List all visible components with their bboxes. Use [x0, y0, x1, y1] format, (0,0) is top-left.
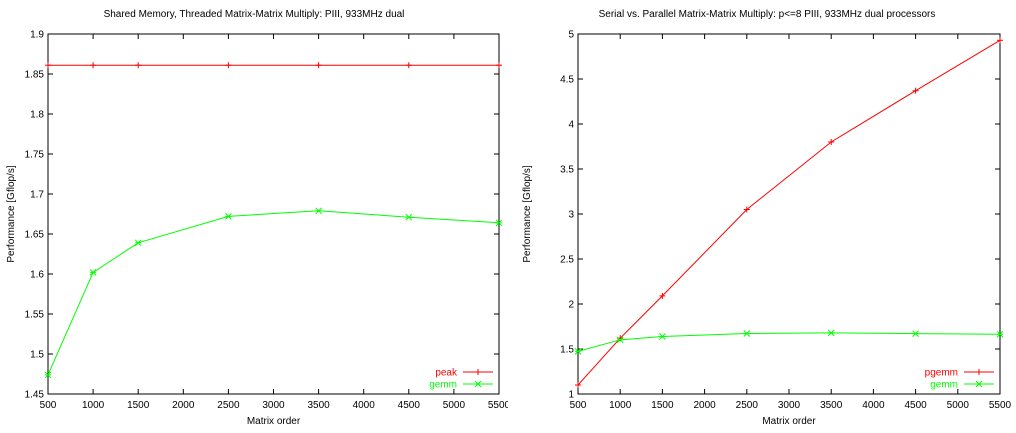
left-xtick-label: 500 — [40, 400, 57, 411]
right-legend-label-gemm: gemm — [930, 380, 958, 391]
left-xtick-label: 2500 — [217, 400, 240, 411]
right-xtick-label: 3000 — [778, 400, 801, 411]
right-point-gemm — [827, 329, 835, 337]
right-point-gemm — [616, 336, 624, 344]
left-ytick-label: 1.85 — [25, 70, 45, 81]
right-xaxis-label: Matrix order — [762, 416, 816, 427]
right-xtick-label: 5500 — [989, 400, 1012, 411]
right-point-pgemm — [659, 292, 666, 299]
chart-left-svg: Shared Memory, Threaded Matrix-Matrix Mu… — [6, 9, 511, 427]
left-xtick-label: 5000 — [443, 400, 466, 411]
left-xtick-label: 2000 — [172, 400, 195, 411]
left-point-gemm — [495, 219, 503, 227]
left-xtick-label: 3500 — [307, 400, 330, 411]
right-ytick-label: 1.5 — [560, 345, 574, 356]
left-series-line-gemm — [47, 210, 500, 376]
left-xtick-label: 1500 — [127, 400, 150, 411]
left-xtick-label: 3000 — [262, 400, 285, 411]
left-point-gemm — [405, 213, 413, 221]
right-xtick-label: 4500 — [904, 400, 927, 411]
left-point-peak — [45, 62, 51, 69]
left-point-gemm — [134, 239, 142, 247]
right-legend-label-pgemm: pgemm — [925, 368, 958, 379]
right-chart-title: Serial vs. Parallel Matrix-Matrix Multip… — [599, 9, 936, 20]
left-legend-marker-gemm — [474, 380, 482, 388]
left-point-peak — [496, 62, 502, 69]
right-ytick-label: 3 — [568, 210, 574, 221]
right-point-gemm — [743, 330, 751, 337]
left-ytick-label: 1.6 — [30, 270, 44, 281]
right-yaxis-label: Performance [Gflop/s] — [522, 165, 533, 262]
chart-right: Serial vs. Parallel Matrix-Matrix Multip… — [508, 0, 1016, 428]
right-ytick-label: 2 — [568, 300, 574, 311]
right-plot-frame — [577, 33, 1001, 395]
right-ytick-label: 2.5 — [560, 255, 574, 266]
left-legend-label-peak: peak — [435, 368, 458, 379]
left-point-peak — [315, 62, 322, 69]
right-point-pgemm — [828, 139, 835, 145]
left-xtick-label: 4000 — [353, 400, 376, 411]
right-point-pgemm — [912, 87, 919, 94]
right-ytick-label: 4.5 — [560, 75, 574, 86]
right-point-gemm — [574, 347, 582, 355]
left-point-peak — [405, 62, 412, 69]
left-ytick-label: 1.75 — [25, 150, 45, 161]
left-point-gemm — [225, 213, 232, 220]
right-ytick-label: 4 — [568, 120, 574, 131]
left-xtick-label: 1000 — [82, 400, 105, 411]
left-ytick-label: 1.9 — [30, 30, 44, 41]
right-ytick-label: 5 — [568, 30, 574, 41]
left-ytick-label: 1.45 — [25, 390, 45, 401]
left-xtick-label: 4500 — [398, 400, 421, 411]
left-xtick-label: 5500 — [488, 400, 508, 411]
left-point-peak — [90, 62, 97, 69]
left-point-gemm — [44, 371, 52, 379]
right-xtick-label: 1500 — [651, 400, 674, 411]
left-ytick-label: 1.65 — [25, 230, 45, 241]
left-ytick-label: 1.7 — [30, 190, 44, 201]
left-point-peak — [225, 62, 232, 69]
left-xaxis-label: Matrix order — [247, 416, 301, 427]
left-legend-label-gemm: gemm — [429, 380, 457, 391]
right-point-pgemm — [997, 37, 1003, 44]
right-point-gemm — [912, 330, 919, 337]
left-ytick-label: 1.8 — [30, 110, 44, 121]
right-point-gemm — [659, 333, 666, 340]
left-point-gemm — [315, 207, 322, 215]
chart-left: Shared Memory, Threaded Matrix-Matrix Mu… — [0, 0, 511, 428]
left-point-peak — [135, 62, 142, 69]
right-point-gemm — [996, 330, 1004, 338]
left-point-gemm — [89, 269, 97, 276]
left-yaxis-label: Performance [Gflop/s] — [6, 165, 17, 262]
right-xtick-label: 2500 — [736, 400, 759, 411]
right-point-pgemm — [743, 206, 750, 213]
right-series-line-gemm — [577, 332, 1001, 352]
right-xtick-label: 4000 — [862, 400, 885, 411]
right-xtick-label: 1000 — [609, 400, 632, 411]
right-xtick-label: 2000 — [693, 400, 716, 411]
right-point-pgemm — [575, 382, 581, 388]
left-chart-title: Shared Memory, Threaded Matrix-Matrix Mu… — [104, 9, 405, 20]
chart-right-svg: Serial vs. Parallel Matrix-Matrix Multip… — [522, 9, 1012, 427]
right-xtick-label: 5000 — [947, 400, 970, 411]
right-xtick-label: 3500 — [820, 400, 843, 411]
right-legend-marker-gemm — [975, 380, 983, 388]
left-ytick-label: 1.55 — [25, 310, 45, 321]
left-ytick-label: 1.5 — [30, 350, 44, 361]
right-xtick-label: 500 — [570, 400, 587, 411]
right-ytick-label: 1 — [568, 390, 574, 401]
right-ytick-label: 3.5 — [560, 165, 574, 176]
